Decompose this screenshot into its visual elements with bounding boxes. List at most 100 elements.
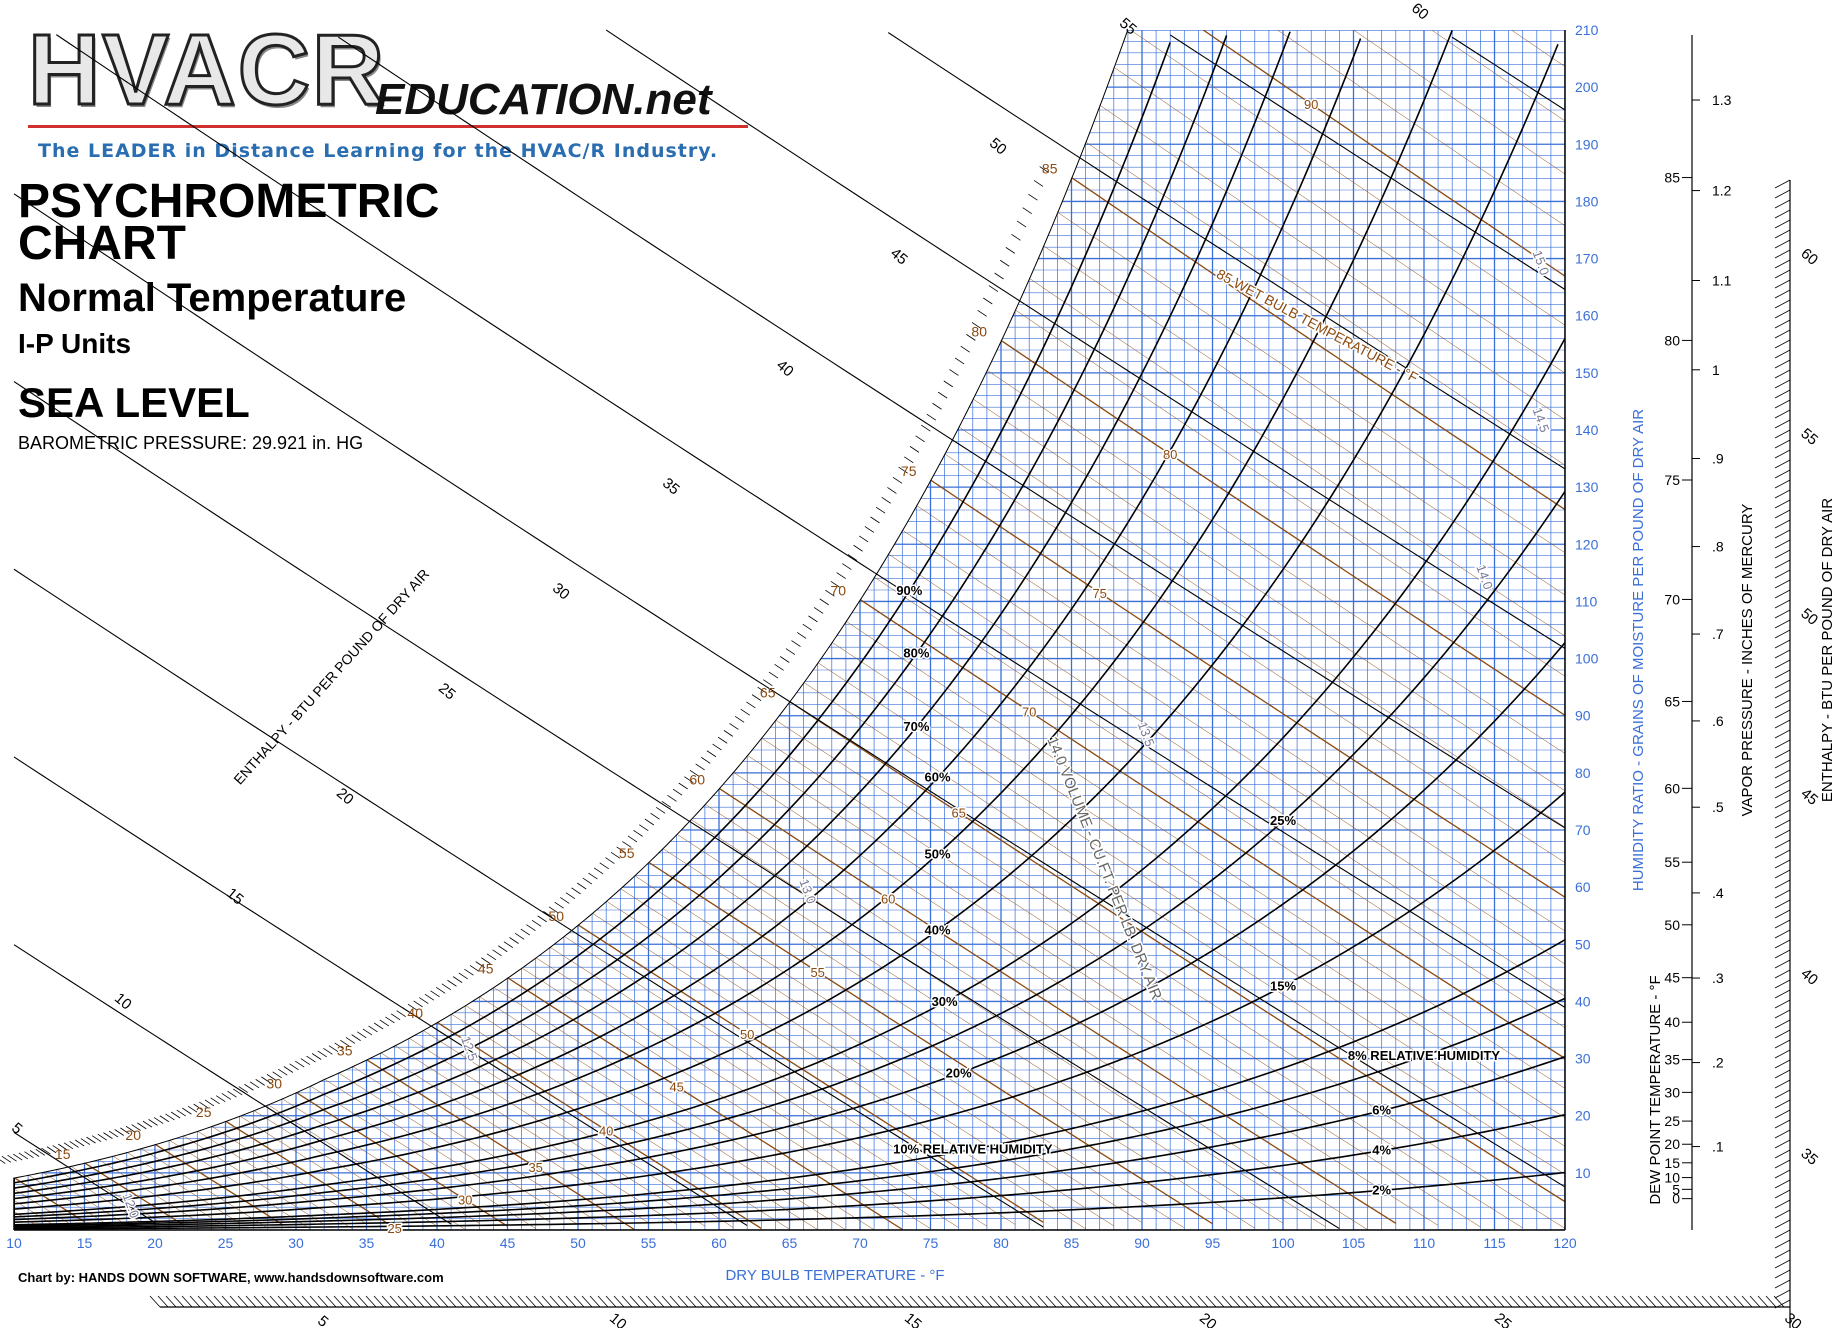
left-enthalpy-tick — [655, 806, 666, 814]
wet-bulb-label: 20 — [125, 1127, 141, 1143]
right-enthalpy-tick — [1774, 239, 1791, 249]
bottom-enthalpy-tick — [1749, 1295, 1761, 1308]
dew-point-label: 15 — [1664, 1155, 1680, 1171]
rh-label: 8% RELATIVE HUMIDITY — [1348, 1048, 1500, 1063]
right-enthalpy-tick — [1774, 229, 1791, 239]
right-enthalpy-tick — [1774, 689, 1791, 699]
left-enthalpy-tick — [75, 1139, 85, 1147]
left-enthalpy-tick — [999, 259, 1010, 267]
right-enthalpy-tick — [1774, 1229, 1791, 1239]
right-enthalpy-tick — [1774, 589, 1791, 599]
wet-bulb-line — [662, 848, 1255, 1229]
left-enthalpy-tick — [97, 1133, 108, 1141]
wet-bulb-label: 80 — [971, 323, 987, 339]
wet-bulb-line-label: 65 — [951, 806, 965, 821]
bottom-enthalpy-tick — [941, 1295, 953, 1308]
bottom-enthalpy-tick — [837, 1295, 849, 1308]
vapor-pressure-label: .3 — [1712, 970, 1724, 986]
left-enthalpy-tick — [334, 1042, 344, 1050]
bottom-enthalpy-tick — [1053, 1295, 1065, 1308]
left-enthalpy-tick — [244, 1083, 254, 1091]
x-tick-label: 70 — [852, 1235, 868, 1251]
right-enthalpy-tick — [1774, 929, 1791, 939]
wet-bulb-line — [1213, 0, 1566, 11]
right-enthalpy-tick — [1774, 519, 1791, 529]
bottom-enthalpy-tick — [1533, 1295, 1545, 1308]
bottom-enthalpy-tick — [1293, 1295, 1305, 1308]
left-enthalpy-tick — [909, 446, 920, 453]
bottom-enthalpy-tick — [1069, 1295, 1081, 1308]
wet-bulb-line — [1170, 30, 1565, 175]
wet-bulb-line-label: 35 — [528, 1160, 542, 1175]
left-enthalpy-tick — [458, 972, 468, 980]
bottom-enthalpy-tick — [973, 1295, 985, 1308]
right-enthalpy-tick — [1774, 279, 1791, 289]
left-enthalpy-tick — [763, 679, 773, 686]
right-enthalpy-tick — [1774, 859, 1791, 869]
left-enthalpy-tick — [114, 1129, 124, 1136]
left-enthalpy-tick — [994, 272, 1004, 280]
bottom-enthalpy-tick — [581, 1295, 593, 1308]
left-enthalpy-tick — [791, 640, 801, 647]
wet-bulb-line — [1043, 245, 1565, 596]
bottom-enthalpy-tick — [1613, 1295, 1625, 1308]
left-enthalpy-tick — [605, 857, 615, 864]
left-enthalpy-tick — [24, 1151, 34, 1159]
bottom-enthalpy-tick — [1237, 1295, 1249, 1308]
chart-subtitle: Normal Temperature — [18, 276, 407, 320]
x-tick-label: 55 — [641, 1235, 657, 1251]
rh-label: 20% — [946, 1065, 972, 1080]
bottom-enthalpy-tick — [1717, 1295, 1729, 1308]
bottom-enthalpy-tick — [541, 1295, 553, 1308]
bottom-enthalpy-tick — [613, 1295, 625, 1308]
right-enthalpy-tick — [1774, 1039, 1791, 1049]
right-enthalpy-label: 60 — [1797, 245, 1821, 269]
bottom-enthalpy-tick — [317, 1295, 329, 1308]
right-enthalpy-tick — [1774, 1149, 1791, 1159]
vapor-pressure-label: .6 — [1712, 713, 1724, 729]
left-enthalpy-tick — [695, 763, 705, 771]
bottom-enthalpy-tick — [1189, 1295, 1201, 1308]
right-enthalpy-tick — [1774, 829, 1791, 839]
left-enthalpy-tick — [537, 915, 547, 923]
wet-bulb-label: 45 — [478, 961, 494, 977]
left-enthalpy-tick — [684, 776, 694, 784]
y-tick-label: 90 — [1575, 708, 1591, 724]
left-enthalpy-tick — [306, 1055, 316, 1063]
left-enthalpy-tick — [864, 526, 875, 533]
right-enthalpy-tick — [1774, 439, 1791, 449]
bottom-enthalpy-label: 30 — [1781, 1310, 1805, 1328]
bottom-enthalpy-tick — [1549, 1295, 1561, 1308]
right-enthalpy-tick — [1774, 979, 1791, 989]
vapor-pressure-label: .8 — [1712, 539, 1724, 555]
x-tick-label: 10 — [6, 1235, 22, 1251]
bottom-enthalpy-tick — [517, 1295, 529, 1308]
right-enthalpy-tick — [1774, 179, 1791, 189]
x-tick-label: 85 — [1064, 1235, 1080, 1251]
bottom-enthalpy-label: 20 — [1196, 1310, 1220, 1328]
y-tick-label: 70 — [1575, 822, 1591, 838]
wet-bulb-line — [1000, 339, 1565, 716]
x-tick-label: 30 — [288, 1235, 304, 1251]
vapor-pressure-label: 1.1 — [1712, 272, 1732, 288]
left-enthalpy-tick — [926, 413, 937, 421]
wet-bulb-label: 15 — [55, 1146, 71, 1162]
wet-bulb-line — [14, 1186, 15, 1223]
right-enthalpy-tick — [1774, 309, 1791, 319]
wet-bulb-line — [859, 598, 1565, 1059]
right-enthalpy-tick — [1774, 459, 1791, 469]
bottom-enthalpy-tick — [1405, 1295, 1417, 1308]
right-enthalpy-tick — [1774, 1169, 1791, 1179]
bottom-enthalpy-tick — [421, 1295, 433, 1308]
wet-bulb-line — [718, 787, 1397, 1224]
left-enthalpy-tick — [796, 632, 807, 639]
wet-bulb-line-label: 50 — [740, 1027, 754, 1042]
rh-label: 50% — [925, 846, 951, 861]
right-enthalpy-tick — [1774, 799, 1791, 809]
wet-bulb-line-label: 30 — [458, 1193, 472, 1208]
right-enthalpy-tick — [1774, 969, 1791, 979]
bottom-enthalpy-tick — [597, 1295, 609, 1308]
bottom-enthalpy-tick — [1021, 1295, 1033, 1308]
rh-label: 10% RELATIVE HUMIDITY — [893, 1141, 1053, 1156]
left-enthalpy-tick — [368, 1025, 378, 1033]
